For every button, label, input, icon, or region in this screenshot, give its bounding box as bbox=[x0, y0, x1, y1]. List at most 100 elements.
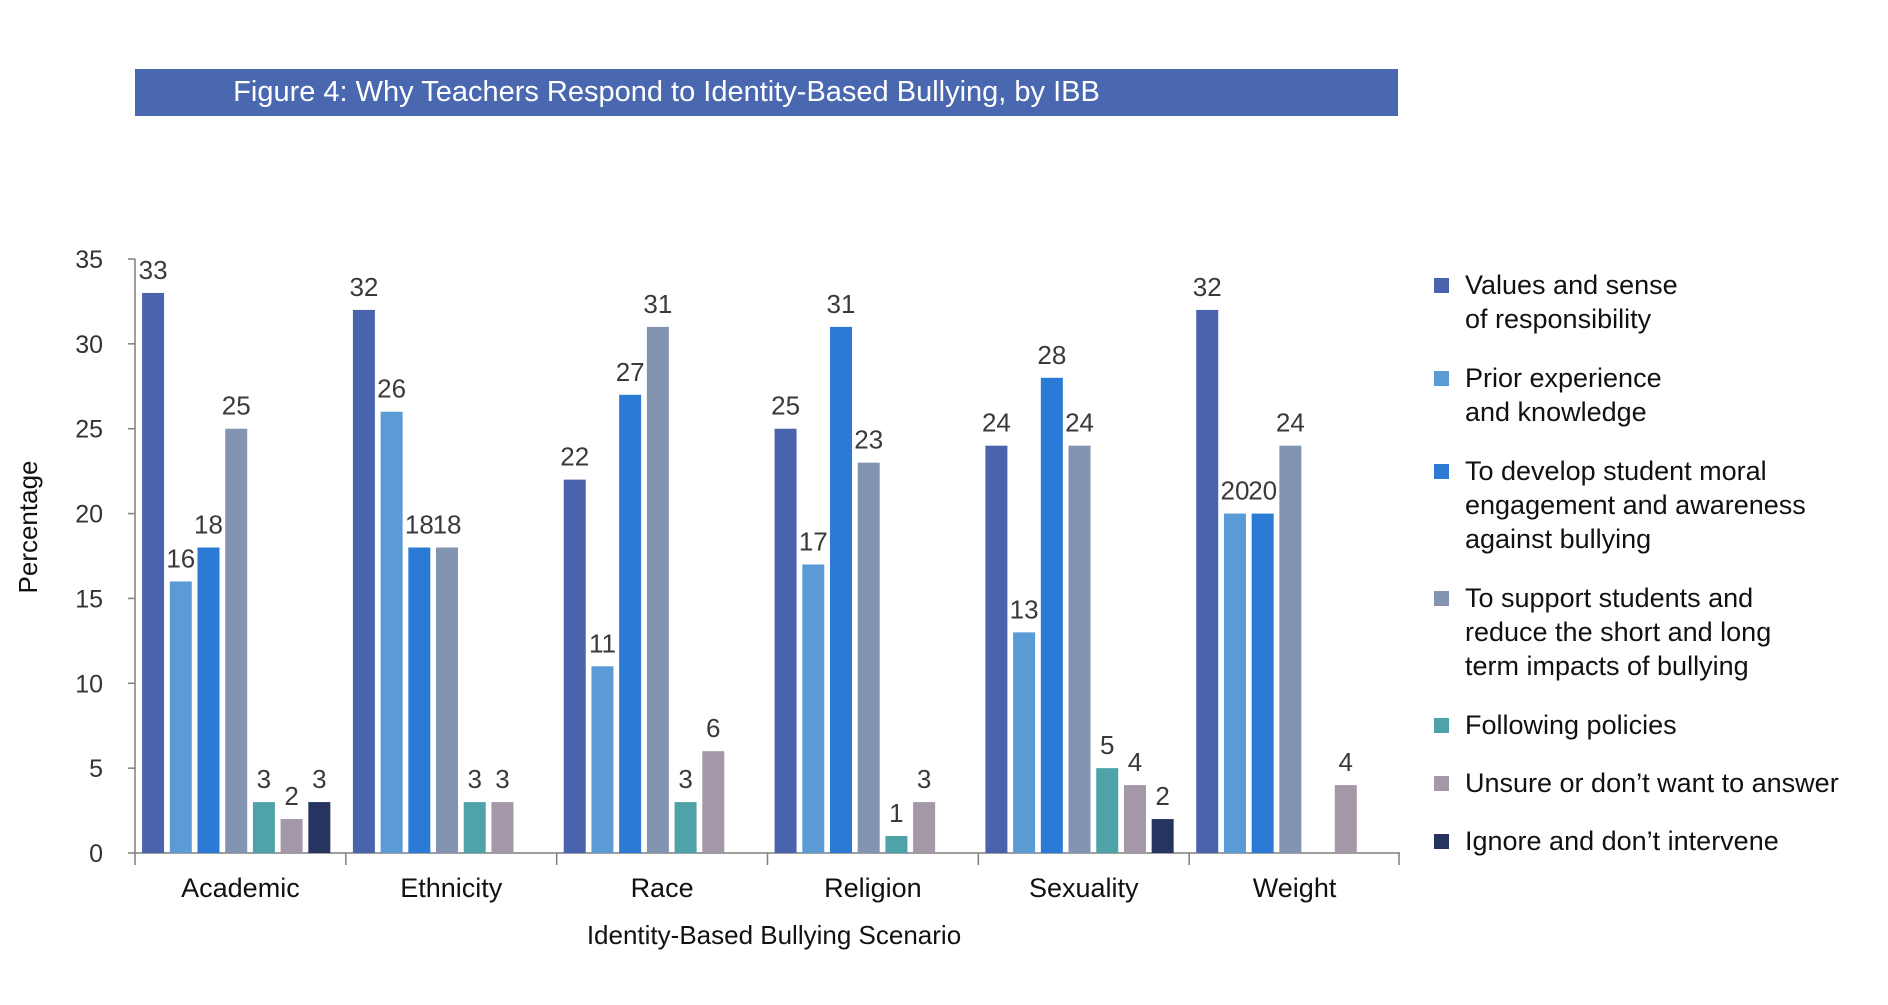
legend-item: Prior experience and knowledge bbox=[1434, 361, 1662, 429]
data-label: 3 bbox=[312, 764, 326, 794]
legend-item: Unsure or don’t want to answer bbox=[1434, 766, 1839, 800]
data-label: 33 bbox=[139, 255, 168, 285]
y-tick-label: 15 bbox=[75, 585, 103, 613]
data-label: 25 bbox=[222, 391, 251, 421]
bar bbox=[1334, 785, 1357, 853]
y-tick-label: 10 bbox=[75, 670, 103, 698]
y-tick-label: 30 bbox=[75, 331, 103, 359]
y-tick-label: 25 bbox=[75, 416, 103, 444]
legend-label: To support students and reduce the short… bbox=[1465, 583, 1772, 681]
data-label: 2 bbox=[1155, 781, 1169, 811]
data-label: 32 bbox=[1193, 272, 1222, 302]
legend-item: To support students and reduce the short… bbox=[1434, 581, 1771, 683]
data-label: 25 bbox=[771, 391, 800, 421]
legend-swatch bbox=[1434, 591, 1449, 606]
legend-swatch bbox=[1434, 278, 1449, 293]
x-category-label: Religion bbox=[824, 873, 922, 903]
data-label: 26 bbox=[377, 374, 406, 404]
bar bbox=[352, 309, 375, 853]
data-label: 16 bbox=[166, 543, 195, 573]
data-label: 31 bbox=[643, 289, 672, 319]
bar bbox=[308, 802, 331, 853]
data-label: 24 bbox=[1065, 408, 1094, 438]
chart-title: Figure 4: Why Teachers Respond to Identi… bbox=[233, 76, 1100, 108]
data-label: 32 bbox=[349, 272, 378, 302]
bar bbox=[197, 547, 220, 853]
data-label: 3 bbox=[495, 764, 509, 794]
x-axis-title: Identity-Based Bullying Scenario bbox=[587, 920, 961, 950]
data-label: 1 bbox=[889, 798, 903, 828]
bar bbox=[591, 666, 614, 853]
y-tick-label: 20 bbox=[75, 501, 103, 529]
legend-item: To develop student moral engagement and … bbox=[1434, 454, 1806, 556]
bar bbox=[1151, 819, 1174, 853]
data-label: 31 bbox=[827, 289, 856, 319]
legend-label: To develop student moral engagement and … bbox=[1465, 456, 1806, 554]
y-tick-label: 0 bbox=[89, 840, 103, 868]
legend-swatch bbox=[1434, 371, 1449, 386]
data-label: 23 bbox=[854, 425, 883, 455]
bar bbox=[619, 394, 642, 853]
data-label: 20 bbox=[1220, 476, 1249, 506]
data-label: 3 bbox=[468, 764, 482, 794]
x-category-label: Race bbox=[631, 873, 694, 903]
data-label: 3 bbox=[257, 764, 271, 794]
legend-label: Following policies bbox=[1465, 710, 1677, 740]
bar bbox=[1068, 445, 1091, 853]
legend-label: Unsure or don’t want to answer bbox=[1465, 768, 1839, 798]
bar bbox=[169, 581, 192, 853]
data-label: 17 bbox=[799, 526, 828, 556]
x-category-label: Sexuality bbox=[1029, 873, 1139, 903]
legend-swatch bbox=[1434, 718, 1449, 733]
bar bbox=[702, 751, 725, 853]
bar bbox=[1251, 513, 1274, 853]
legend-item: Following policies bbox=[1434, 708, 1677, 742]
bar bbox=[774, 428, 797, 853]
bar bbox=[142, 292, 165, 853]
bar bbox=[1196, 309, 1219, 853]
data-label: 4 bbox=[1128, 747, 1142, 777]
bar bbox=[1279, 445, 1302, 853]
bar bbox=[857, 462, 880, 853]
data-label: 22 bbox=[560, 442, 589, 472]
bar bbox=[563, 479, 586, 853]
bar bbox=[1040, 377, 1063, 853]
data-label: 3 bbox=[917, 764, 931, 794]
y-tick-label: 35 bbox=[75, 246, 103, 274]
bar bbox=[1096, 768, 1119, 853]
bar bbox=[380, 411, 403, 853]
data-label: 20 bbox=[1248, 476, 1277, 506]
y-tick-label: 5 bbox=[89, 755, 103, 783]
bar bbox=[1223, 513, 1246, 853]
legend-item: Ignore and don’t intervene bbox=[1434, 824, 1779, 858]
bar bbox=[436, 547, 459, 853]
data-label: 5 bbox=[1100, 730, 1114, 760]
x-category-label: Ethnicity bbox=[400, 873, 503, 903]
bar bbox=[674, 802, 697, 853]
data-label: 13 bbox=[1010, 594, 1039, 624]
legend-swatch bbox=[1434, 776, 1449, 791]
bar bbox=[985, 445, 1008, 853]
data-label: 24 bbox=[982, 408, 1011, 438]
data-label: 28 bbox=[1037, 340, 1066, 370]
legend-label: Ignore and don’t intervene bbox=[1465, 826, 1779, 856]
bar bbox=[252, 802, 275, 853]
x-category-label: Weight bbox=[1253, 873, 1337, 903]
bar bbox=[913, 802, 936, 853]
chart-bars bbox=[142, 292, 1357, 853]
data-label: 24 bbox=[1276, 408, 1305, 438]
data-label: 18 bbox=[194, 510, 223, 540]
data-label: 27 bbox=[616, 357, 645, 387]
y-axis-title: Percentage bbox=[13, 461, 43, 594]
legend-label: Prior experience and knowledge bbox=[1465, 363, 1662, 427]
legend-swatch bbox=[1434, 464, 1449, 479]
data-label: 4 bbox=[1339, 747, 1353, 777]
bar bbox=[885, 836, 908, 853]
bar bbox=[1013, 632, 1036, 853]
data-label: 2 bbox=[284, 781, 298, 811]
data-label: 11 bbox=[589, 628, 616, 658]
legend-item: Values and sense of responsibility bbox=[1434, 268, 1678, 336]
bar bbox=[463, 802, 486, 853]
bar bbox=[225, 428, 248, 853]
